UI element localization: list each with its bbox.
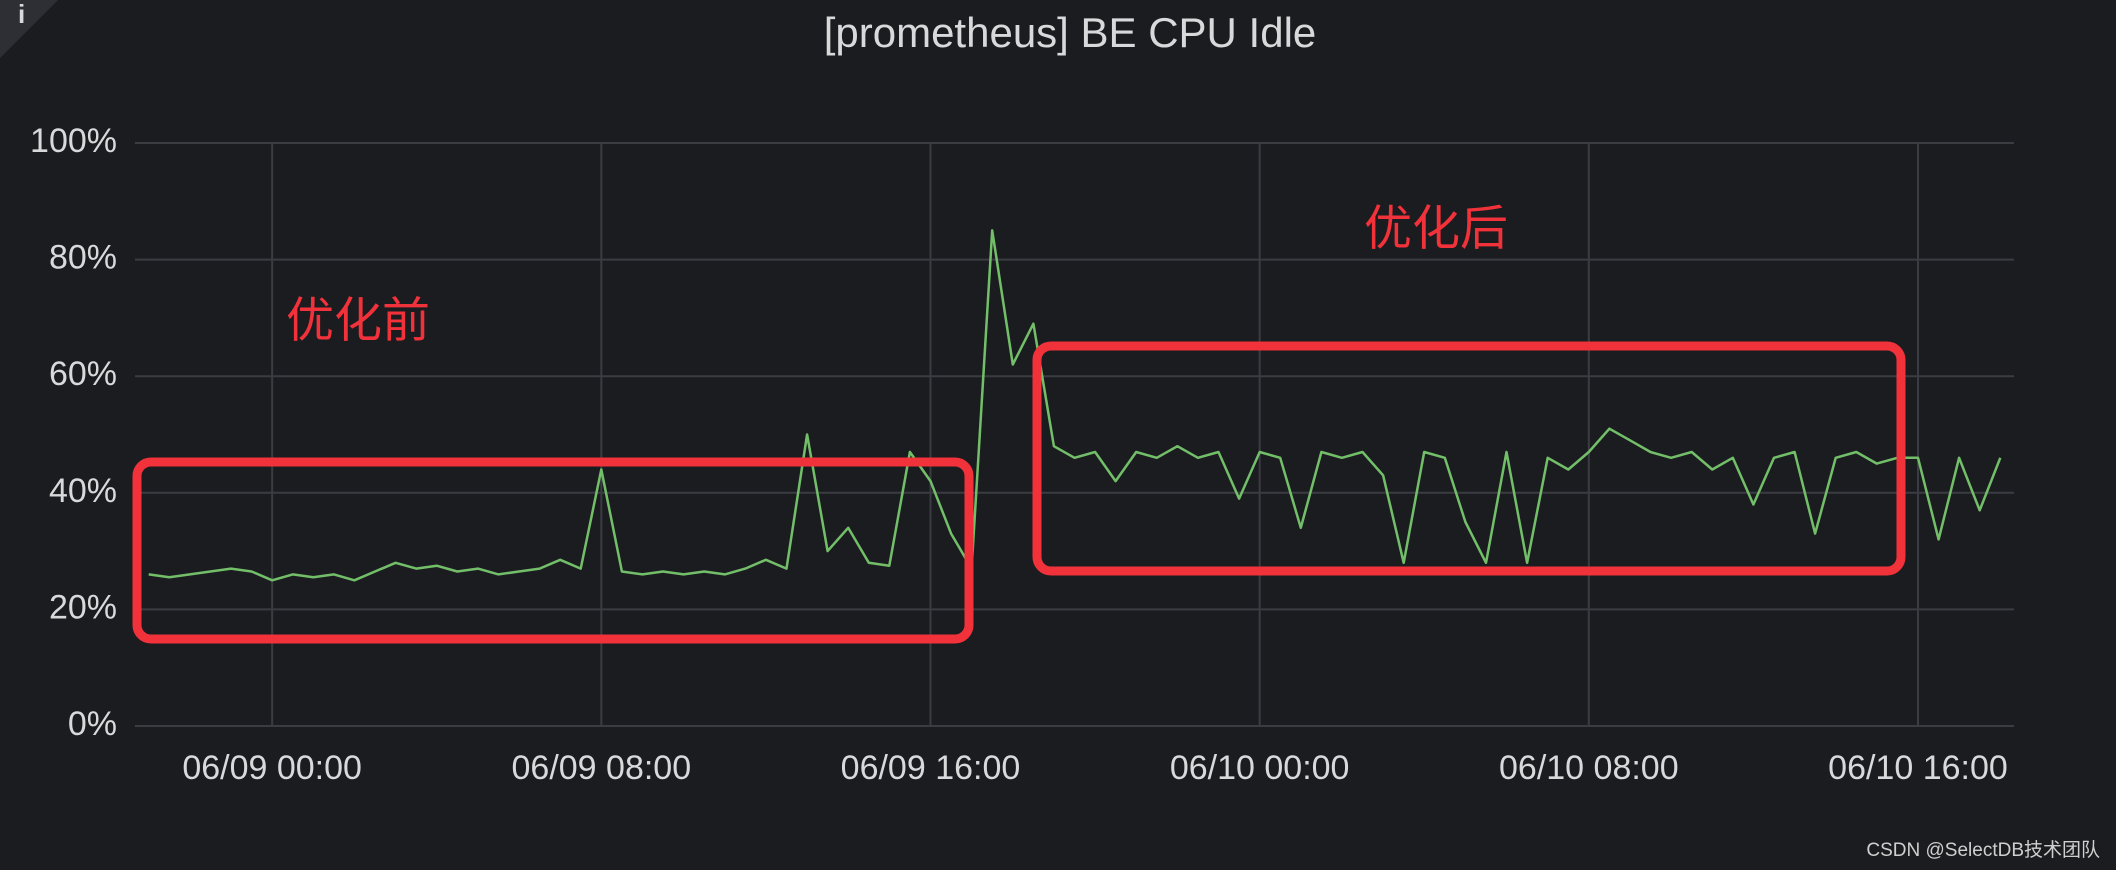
y-tick-label: 40%	[49, 472, 117, 510]
x-tick-label: 06/10 08:00	[1499, 749, 1679, 787]
x-tick-label: 06/09 08:00	[512, 749, 692, 787]
info-corner	[0, 0, 58, 58]
x-tick-label: 06/10 00:00	[1170, 749, 1350, 787]
info-icon[interactable]: i	[18, 0, 25, 29]
y-tick-label: 60%	[49, 355, 117, 393]
highlight-box	[1032, 341, 1906, 576]
annotation: 优化后	[1364, 203, 1508, 256]
x-tick-label: 06/10 16:00	[1828, 749, 2008, 787]
annotation: 优化前	[286, 295, 430, 348]
y-tick-label: 20%	[49, 588, 117, 626]
x-tick-label: 06/09 00:00	[182, 749, 362, 787]
data-line	[148, 229, 2002, 582]
watermark: CSDN @SelectDB技术团队	[1866, 839, 2100, 861]
y-tick-label: 80%	[49, 239, 117, 277]
x-tick-label: 06/09 16:00	[841, 749, 1021, 787]
highlight-box	[132, 457, 974, 644]
y-tick-label: 0%	[68, 705, 117, 743]
y-tick-label: 100%	[30, 122, 117, 160]
chart-title: [prometheus] BE CPU Idle	[824, 9, 1317, 56]
